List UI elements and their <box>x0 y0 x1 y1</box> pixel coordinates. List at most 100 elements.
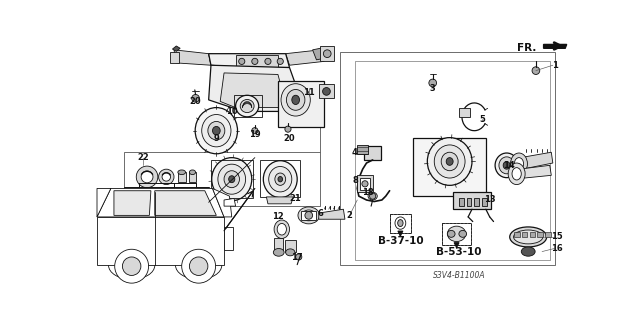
Text: 12: 12 <box>272 212 284 221</box>
Ellipse shape <box>202 115 231 147</box>
Ellipse shape <box>508 163 525 185</box>
Bar <box>319 85 334 98</box>
Ellipse shape <box>447 230 455 237</box>
Text: 21: 21 <box>290 194 301 203</box>
Ellipse shape <box>224 171 239 188</box>
Ellipse shape <box>212 158 252 201</box>
Ellipse shape <box>277 224 287 235</box>
Ellipse shape <box>236 95 259 117</box>
Ellipse shape <box>292 95 300 105</box>
Bar <box>530 232 535 237</box>
Text: FR.: FR. <box>516 42 536 53</box>
Bar <box>178 172 186 182</box>
Ellipse shape <box>298 207 319 224</box>
Circle shape <box>182 249 216 283</box>
Bar <box>390 214 411 233</box>
Ellipse shape <box>446 158 453 165</box>
Bar <box>301 211 316 220</box>
Bar <box>459 108 470 117</box>
Bar <box>360 178 371 190</box>
Ellipse shape <box>281 84 310 116</box>
Ellipse shape <box>302 210 316 221</box>
Text: 19: 19 <box>249 130 260 139</box>
Circle shape <box>136 166 158 188</box>
Circle shape <box>305 211 312 219</box>
Polygon shape <box>285 50 324 65</box>
Bar <box>545 232 550 237</box>
Text: 3: 3 <box>429 84 435 93</box>
Bar <box>274 239 284 252</box>
Bar <box>413 138 486 196</box>
Bar <box>278 81 324 127</box>
Ellipse shape <box>503 161 510 169</box>
Polygon shape <box>319 209 345 219</box>
Text: 13: 13 <box>484 196 495 204</box>
Ellipse shape <box>447 226 466 241</box>
Ellipse shape <box>499 157 515 174</box>
Circle shape <box>162 173 170 181</box>
Ellipse shape <box>269 167 292 192</box>
Bar <box>452 192 492 209</box>
Text: 9: 9 <box>214 134 220 143</box>
Bar <box>467 198 471 206</box>
Ellipse shape <box>287 90 305 110</box>
Bar <box>224 227 234 250</box>
Ellipse shape <box>521 247 535 256</box>
Circle shape <box>265 58 271 64</box>
Text: 11: 11 <box>303 88 315 97</box>
Circle shape <box>323 87 330 95</box>
Text: 22: 22 <box>138 153 149 162</box>
Bar <box>170 52 179 63</box>
Circle shape <box>362 181 368 187</box>
Bar <box>234 95 262 117</box>
Text: 4: 4 <box>352 148 358 157</box>
Text: 6: 6 <box>317 209 323 218</box>
Text: 16: 16 <box>551 244 563 253</box>
Ellipse shape <box>511 153 527 174</box>
Polygon shape <box>312 48 328 60</box>
Text: 20: 20 <box>189 97 202 106</box>
Bar <box>340 52 555 265</box>
Circle shape <box>189 257 208 275</box>
Polygon shape <box>209 65 301 111</box>
Bar <box>442 223 471 245</box>
Ellipse shape <box>428 137 472 185</box>
Circle shape <box>532 67 540 74</box>
Ellipse shape <box>459 230 467 237</box>
Text: 20: 20 <box>284 134 295 143</box>
Circle shape <box>429 79 436 87</box>
Bar <box>236 55 278 68</box>
Bar <box>285 240 296 252</box>
Text: 10: 10 <box>226 107 237 116</box>
Bar <box>124 152 320 206</box>
Polygon shape <box>543 44 566 48</box>
Circle shape <box>159 169 174 185</box>
Polygon shape <box>97 189 111 217</box>
Circle shape <box>285 126 291 132</box>
Ellipse shape <box>397 219 403 226</box>
Circle shape <box>296 254 302 260</box>
Ellipse shape <box>495 153 518 178</box>
Ellipse shape <box>278 176 283 182</box>
Bar <box>390 214 411 233</box>
Ellipse shape <box>240 100 254 113</box>
Circle shape <box>252 128 258 134</box>
Circle shape <box>369 193 376 199</box>
Ellipse shape <box>195 108 237 154</box>
Ellipse shape <box>218 164 246 194</box>
Ellipse shape <box>273 249 284 256</box>
Ellipse shape <box>208 122 225 140</box>
Bar <box>442 223 471 245</box>
Circle shape <box>192 94 200 102</box>
Bar <box>357 175 372 192</box>
Circle shape <box>141 171 153 183</box>
Text: S3V4-B1100A: S3V4-B1100A <box>433 271 485 280</box>
Polygon shape <box>212 189 232 217</box>
Ellipse shape <box>441 152 458 171</box>
Text: B-37-10: B-37-10 <box>378 236 424 246</box>
Bar <box>211 160 253 198</box>
Text: 1: 1 <box>552 61 558 70</box>
Ellipse shape <box>285 249 295 256</box>
Bar <box>522 232 527 237</box>
Polygon shape <box>519 165 551 178</box>
